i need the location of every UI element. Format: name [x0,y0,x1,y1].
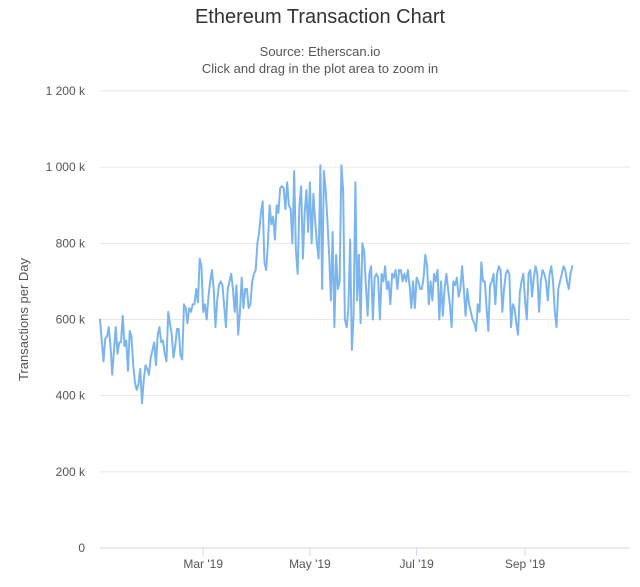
x-tick-label: Mar '19 [183,557,223,571]
x-tick-label: May '19 [289,557,331,571]
y-tick-label: 400 k [56,389,86,403]
series-line [99,164,574,405]
y-tick-label: 1 000 k [46,160,86,174]
y-tick-label: 800 k [56,236,86,250]
chart-subtitle: Source: Etherscan.io Click and drag in t… [0,43,640,77]
y-tick-label: 600 k [56,313,86,327]
chart-zoom-hint[interactable]: Click and drag in the plot area to zoom … [201,61,439,76]
x-tick-label: Jul '19 [399,557,434,571]
y-tick-label: 1 200 k [46,84,86,98]
y-tick-label: 200 k [56,465,86,479]
y-axis-title: Transactions per Day [16,257,31,381]
x-tick-label: Sep '19 [505,557,546,571]
y-tick-label: 0 [78,541,85,555]
chart-source-line: Source: Etherscan.io [259,44,381,59]
chart-title: Ethereum Transaction Chart [194,6,446,28]
